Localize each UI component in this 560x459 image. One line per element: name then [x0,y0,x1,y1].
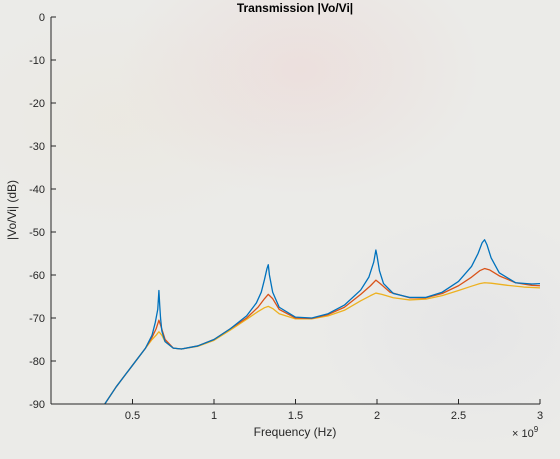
series-line-0 [104,239,541,405]
plot-area [104,239,541,405]
x-exponent-base: × 10 [512,428,534,440]
y-tick-label: -60 [29,270,45,282]
series-line-2 [104,282,541,405]
y-tick-label: -30 [29,141,45,153]
chart-title: Transmission |Vo/Vi| [237,1,353,15]
x-tick-label: 3 [537,410,543,422]
x-axis-label: Frequency (Hz) [254,425,337,439]
y-tick-label: -10 [29,55,45,67]
x-exponent-power: 9 [534,425,539,434]
y-tick-label: -20 [29,98,45,110]
y-tick-label: -50 [29,227,45,239]
y-axis-label: |Vo/Vi| (dB) [5,180,19,240]
x-tick-label: 2 [374,410,380,422]
x-tick-label: 1.5 [288,410,303,422]
y-tick-label: -40 [29,184,45,196]
y-tick-label: 0 [39,12,45,24]
x-exponent-label: × 109 [512,425,539,440]
x-tick-label: 1 [211,410,217,422]
y-tick-label: -90 [29,399,45,411]
y-ticks: 0 -10 -20 -30 -40 -50 -60 -70 -80 -90 [29,12,56,411]
y-tick-label: -70 [29,313,45,325]
x-ticks: 0.5 1 1.5 2 2.5 3 [125,399,543,422]
x-tick-label: 0.5 [125,410,140,422]
x-tick-label: 2.5 [451,410,466,422]
series-line-1 [104,267,541,405]
y-tick-label: -80 [29,356,45,368]
axes [50,17,540,405]
